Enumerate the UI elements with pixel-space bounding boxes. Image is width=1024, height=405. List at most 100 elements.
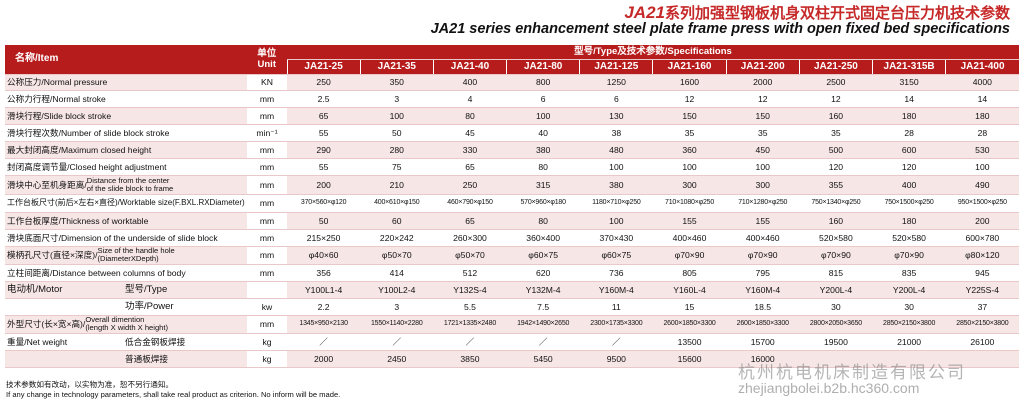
- table-cell: 55: [287, 158, 361, 176]
- table-cell: 5.5: [433, 298, 507, 316]
- row-unit: mm: [247, 175, 287, 195]
- table-cell: 55: [287, 124, 361, 142]
- table-cell: 35: [726, 124, 800, 142]
- header-model: JA21-40: [432, 59, 507, 75]
- table-cell: 150: [726, 107, 800, 125]
- table-cell: 28: [872, 124, 946, 142]
- table-row: 工作台板厚度/Thickness of worktable mm 50 60 65 80 1…: [5, 212, 1019, 230]
- table-cell: 65: [433, 212, 507, 230]
- table-row: 重量/Net weight 低合金钢板焊接 kg ／／／／／ 13500 15700 195…: [5, 333, 1019, 351]
- row-label-en-line: Distance from the center: [86, 175, 170, 185]
- table-cell: 370×560×φ120: [287, 194, 361, 213]
- table-cell: 210: [360, 175, 434, 195]
- table-cell: 155: [726, 212, 800, 230]
- table-cell: 1550×1140×2280: [360, 315, 434, 334]
- table-cell: 2600×1850×3300: [652, 315, 727, 334]
- row-unit: kw: [247, 298, 287, 316]
- table-cell: φ70×90: [799, 246, 873, 265]
- table-cell: 315: [506, 175, 580, 195]
- table-cell: φ40×60: [287, 246, 361, 265]
- table-cell: 450: [726, 141, 800, 159]
- header-model: JA21-200: [725, 59, 800, 75]
- table-cell: 11: [579, 298, 653, 316]
- row-label: 外型尺寸(长×宽×高)/Overall dimention (length X w…: [5, 315, 247, 334]
- row-label-cn: 外型尺寸(长×宽×高)/: [7, 319, 86, 329]
- table-cell: 2300×1735×3300: [579, 315, 653, 334]
- row-label-en-line: of the slide block to frame: [86, 183, 174, 193]
- row-unit: kg: [247, 350, 287, 368]
- table-cell: 300: [652, 175, 727, 195]
- table-cell: 800: [506, 74, 580, 91]
- header-model: JA21-35: [359, 59, 434, 75]
- title-en: JA21 series enhancement steel plate fram…: [430, 21, 1010, 37]
- table-cell: Y132S-4: [433, 281, 507, 299]
- table-cell: 35: [799, 124, 873, 142]
- weight-type-label: 低合金钢板焊接: [125, 336, 186, 347]
- table-cell: 3: [360, 298, 434, 316]
- table-cell: 100: [579, 212, 653, 230]
- table-cell: 220×242: [360, 229, 434, 247]
- table-row: 模柄孔尺寸(直径×深度)/Size of the handle hole (Dia…: [5, 246, 1019, 265]
- row-unit: mm: [247, 212, 287, 230]
- row-label-cn: 模柄孔尺寸(直径×深度)/: [7, 250, 98, 260]
- row-label: 工作台板厚度/Thickness of worktable: [5, 212, 247, 230]
- row-label-en-line: Size of the handle hole: [97, 246, 175, 255]
- row-label-en-line: (length X width X height): [85, 323, 169, 332]
- table-cell: 14: [945, 90, 1019, 108]
- row-unit: mm: [247, 264, 287, 282]
- table-cell: 300: [726, 175, 800, 195]
- table-cell: Y100L2-4: [360, 281, 434, 299]
- table-row: 公称力行程/Normal stroke mm 2.5 3 4 6 6 12 12 12 14 14: [5, 90, 1019, 108]
- table-cell: 805: [652, 264, 727, 282]
- table-cell: 28: [945, 124, 1019, 142]
- table-row: 立柱间距离/Distance between columns of body mm…: [5, 264, 1019, 282]
- table-cell: ／: [579, 333, 653, 351]
- table-cell: 260×300: [433, 229, 507, 247]
- table-cell: ／: [360, 333, 434, 351]
- table-cell: 7.5: [506, 298, 580, 316]
- table-cell: 5450: [506, 350, 580, 368]
- table-cell: 120: [872, 158, 946, 176]
- table-cell: 2.2: [287, 298, 361, 316]
- table-row: 功率/Power kw 2.2 3 5.5 7.5 11 15 18.5 30 30 37: [5, 298, 1019, 316]
- table-cell: 2500: [799, 74, 873, 91]
- table-cell: 180: [872, 212, 946, 230]
- table-cell: 19500: [799, 333, 873, 351]
- net-weight-label: 重量/Net weight: [7, 336, 68, 347]
- table-cell: 21000: [872, 333, 946, 351]
- table-cell: 2600×1850×3300: [726, 315, 800, 334]
- table-cell: 180: [872, 107, 946, 125]
- motor-type-label: 型号/Type: [125, 284, 168, 295]
- table-cell: 350: [360, 74, 434, 91]
- title-model: JA21: [624, 3, 665, 22]
- table-row: 最大封闭高度/Maximum closed height mm 290 280 330 3…: [5, 141, 1019, 159]
- table-cell: 400×460: [726, 229, 800, 247]
- header-model: JA21-125: [579, 59, 653, 75]
- table-row: 滑块中心至机身距离/Distance from the center of the…: [5, 175, 1019, 195]
- spec-table: 名称/Item 单位 Unit 型号/Type及技术参数/Specificati…: [5, 45, 1019, 368]
- table-cell: 3150: [872, 74, 946, 91]
- watermark-company: 杭州杭电机床制造有限公司: [738, 363, 966, 382]
- table-cell: 75: [360, 158, 434, 176]
- table-cell: 400×460: [652, 229, 727, 247]
- header-model: JA21-400: [945, 59, 1019, 75]
- table-cell: 250: [433, 175, 507, 195]
- table-cell: Y160M-4: [579, 281, 653, 299]
- table-cell: 950×1500×φ250: [945, 194, 1019, 213]
- table-cell: Y132M-4: [506, 281, 580, 299]
- table-cell: 16000: [726, 350, 800, 368]
- table-cell: φ80×120: [945, 246, 1019, 265]
- table-row: 工作台板尺寸(前后×左右×直径)/Worktable size(F.BXL.RX…: [5, 194, 1019, 213]
- row-unit: mm: [247, 246, 287, 265]
- table-cell: 14: [872, 90, 946, 108]
- table-cell: 2800×2050×3650: [799, 315, 873, 334]
- table-cell: φ70×90: [652, 246, 727, 265]
- row-unit: mm: [247, 229, 287, 247]
- row-unit: [247, 281, 287, 299]
- table-cell: 130: [579, 107, 653, 125]
- table-cell: 37: [945, 298, 1019, 316]
- header-model: JA21-80: [506, 59, 580, 75]
- table-cell: ／: [433, 333, 507, 351]
- table-cell: 100: [579, 158, 653, 176]
- table-cell: 360: [652, 141, 727, 159]
